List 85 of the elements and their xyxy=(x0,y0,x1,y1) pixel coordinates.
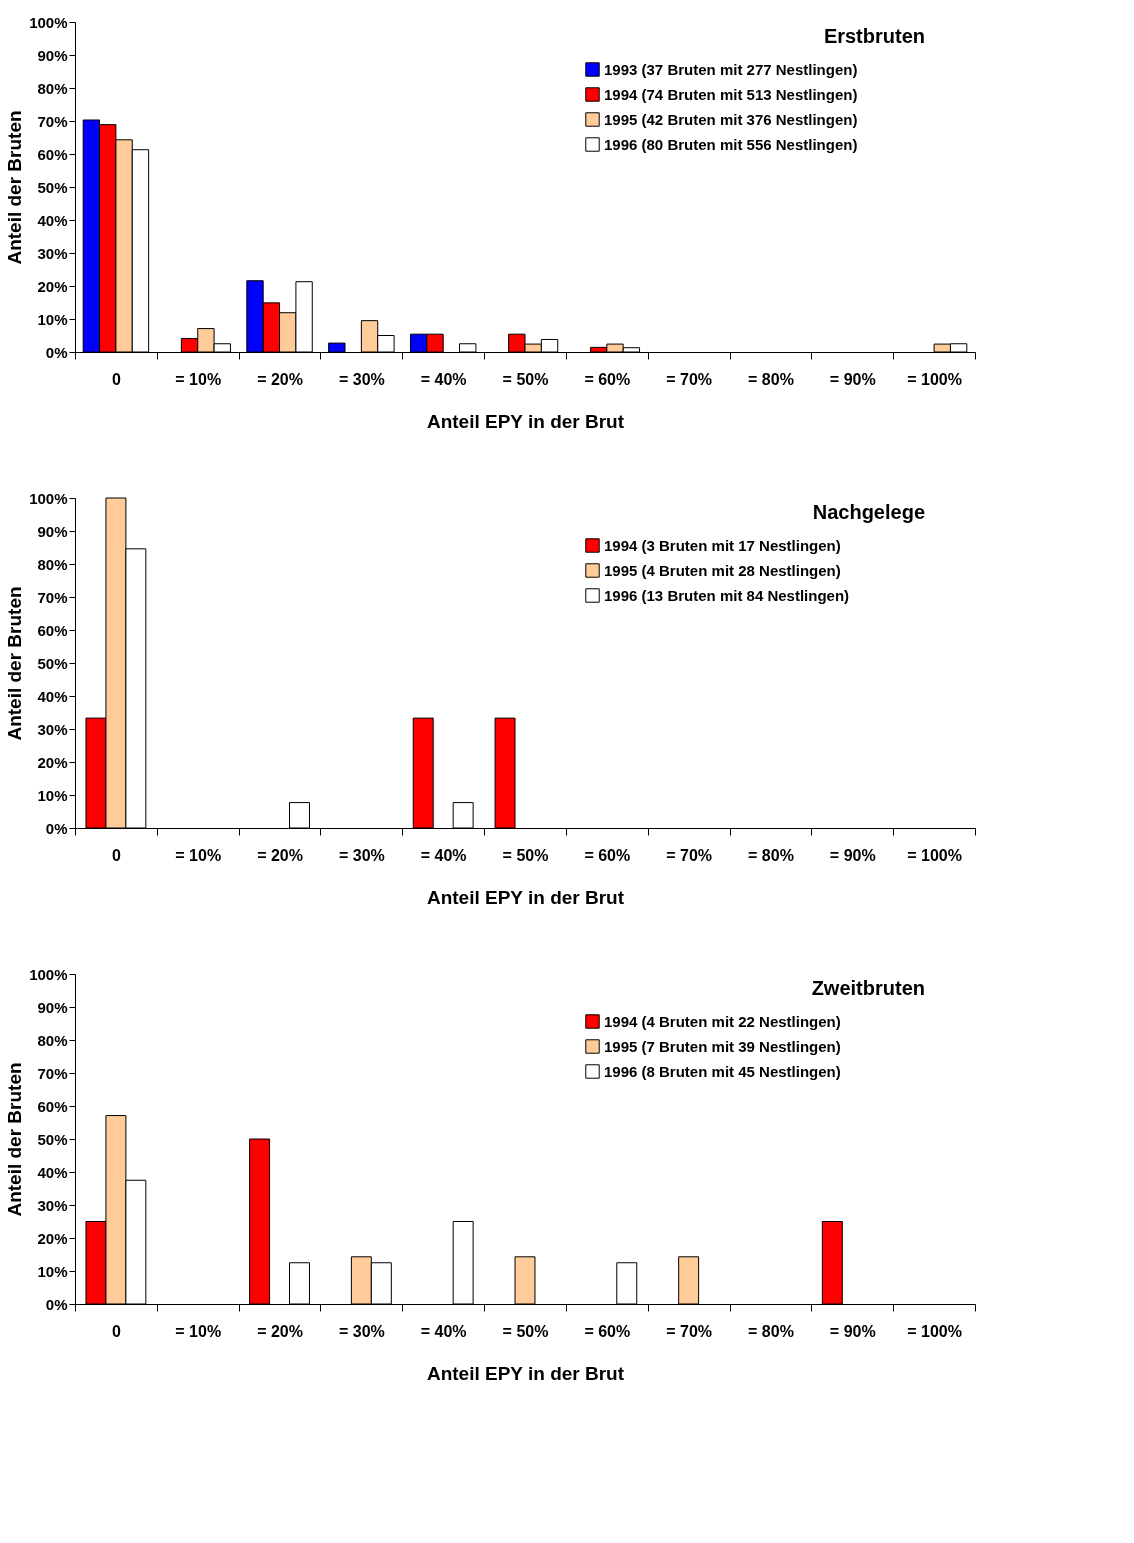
y-tick-label: 50% xyxy=(37,1130,68,1148)
x-tick-label: = 80% xyxy=(748,370,794,388)
y-axis-title: Anteil der Bruten xyxy=(4,1062,26,1217)
x-tick-label: = 90% xyxy=(829,1322,876,1340)
x-tick-label: = 60% xyxy=(584,370,631,388)
legend-label: 1996 (8 Bruten mit 45 Nestlingen) xyxy=(604,1062,841,1080)
y-tick-label: 80% xyxy=(37,79,68,97)
y-tick-label: 100% xyxy=(29,13,68,31)
x-tick-label: = 100% xyxy=(907,846,962,864)
y-tick-label: 60% xyxy=(37,621,68,639)
x-tick-label: = 70% xyxy=(666,1322,713,1340)
x-tick-label: = 70% xyxy=(666,370,713,388)
x-tick-label: = 10% xyxy=(175,370,222,388)
x-tick-label: = 40% xyxy=(420,846,467,864)
x-tick-label: = 100% xyxy=(907,1322,962,1340)
y-tick-label: 50% xyxy=(37,654,68,672)
y-tick-label: 20% xyxy=(37,753,68,771)
x-axis-title: Anteil EPY in der Brut xyxy=(426,410,625,432)
y-tick-label: 90% xyxy=(37,522,68,540)
x-tick-label: = 20% xyxy=(257,846,303,864)
y-tick-label: 30% xyxy=(37,720,68,738)
y-tick-label: 60% xyxy=(37,1097,68,1115)
y-tick-label: 70% xyxy=(37,588,68,606)
x-tick-label: = 10% xyxy=(175,846,222,864)
y-tick-label: 40% xyxy=(37,211,68,229)
y-tick-label: 20% xyxy=(37,1229,68,1247)
y-tick-label: 50% xyxy=(37,178,68,196)
y-tick-label: 20% xyxy=(37,277,68,295)
y-tick-label: 70% xyxy=(37,1064,68,1082)
legend-label: 1995 (42 Bruten mit 376 Nestlingen) xyxy=(604,110,858,128)
x-tick-label: = 80% xyxy=(748,846,794,864)
y-tick-label: 10% xyxy=(37,786,68,804)
x-tick-label: = 40% xyxy=(420,370,467,388)
y-tick-label: 60% xyxy=(37,145,68,163)
x-tick-label: = 80% xyxy=(748,1322,794,1340)
x-tick-label: 0 xyxy=(111,370,121,388)
x-tick-label: = 40% xyxy=(420,1322,467,1340)
y-tick-label: 40% xyxy=(37,1163,68,1181)
y-tick-label: 30% xyxy=(37,1196,68,1214)
y-tick-label: 100% xyxy=(29,489,68,507)
chart-title: Nachgelege xyxy=(812,501,925,523)
x-tick-label: = 50% xyxy=(502,1322,549,1340)
y-axis-title: Anteil der Bruten xyxy=(4,110,26,265)
legend-label: 1995 (7 Bruten mit 39 Nestlingen) xyxy=(604,1037,841,1055)
y-tick-label: 10% xyxy=(37,1262,68,1280)
x-tick-label: = 30% xyxy=(338,846,385,864)
x-tick-label: = 20% xyxy=(257,370,303,388)
y-tick-label: 90% xyxy=(37,46,68,64)
chart-title: Erstbruten xyxy=(823,25,925,47)
y-tick-label: 80% xyxy=(37,1031,68,1049)
legend-label: 1994 (74 Bruten mit 513 Nestlingen) xyxy=(604,85,858,103)
legend-label: 1994 (4 Bruten mit 22 Nestlingen) xyxy=(604,1012,841,1030)
x-tick-label: = 100% xyxy=(907,370,962,388)
legend-label: 1996 (13 Bruten mit 84 Nestlingen) xyxy=(604,586,850,604)
x-tick-label: = 30% xyxy=(338,1322,385,1340)
y-tick-label: 0% xyxy=(45,1295,68,1313)
x-tick-label: 0 xyxy=(111,1322,121,1340)
x-tick-label: = 50% xyxy=(502,846,549,864)
x-tick-label: = 90% xyxy=(829,846,876,864)
x-tick-label: = 90% xyxy=(829,370,876,388)
y-tick-label: 80% xyxy=(37,555,68,573)
y-tick-label: 10% xyxy=(37,310,68,328)
y-tick-label: 0% xyxy=(45,819,68,837)
y-tick-label: 90% xyxy=(37,998,68,1016)
legend-label: 1993 (37 Bruten mit 277 Nestlingen) xyxy=(604,60,858,78)
x-tick-label: 0 xyxy=(111,846,121,864)
y-tick-label: 70% xyxy=(37,112,68,130)
x-tick-label: = 50% xyxy=(502,370,549,388)
legend-label: 1994 (3 Bruten mit 17 Nestlingen) xyxy=(604,536,841,554)
y-tick-label: 0% xyxy=(45,343,68,361)
x-tick-label: = 70% xyxy=(666,846,713,864)
y-axis-title: Anteil der Bruten xyxy=(4,586,26,741)
x-axis-title: Anteil EPY in der Brut xyxy=(426,1362,625,1384)
x-tick-label: = 60% xyxy=(584,1322,631,1340)
x-tick-label: = 30% xyxy=(338,370,385,388)
legend-label: 1996 (80 Bruten mit 556 Nestlingen) xyxy=(604,135,858,153)
y-tick-label: 40% xyxy=(37,687,68,705)
y-tick-label: 100% xyxy=(29,965,68,983)
x-tick-label: = 60% xyxy=(584,846,631,864)
y-tick-label: 30% xyxy=(37,244,68,262)
x-tick-label: = 20% xyxy=(257,1322,303,1340)
chart-title: Zweitbruten xyxy=(811,977,925,999)
legend-label: 1995 (4 Bruten mit 28 Nestlingen) xyxy=(604,561,841,579)
x-axis-title: Anteil EPY in der Brut xyxy=(426,886,625,908)
x-tick-label: = 10% xyxy=(175,1322,222,1340)
